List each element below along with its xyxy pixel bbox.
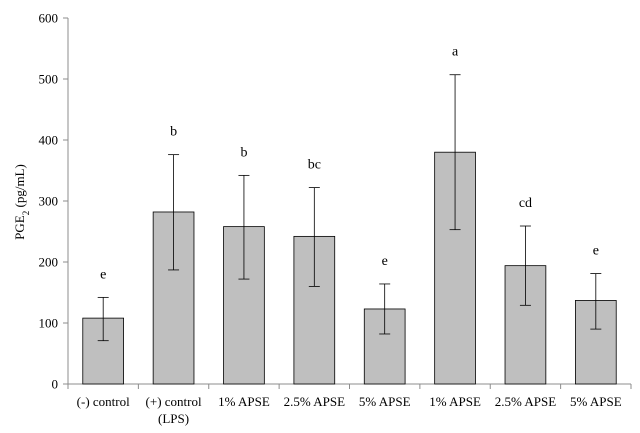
y-tick-label: 600	[39, 11, 59, 26]
significance-label: bc	[308, 158, 321, 173]
x-tick-label: (+) control (LPS)	[146, 394, 202, 426]
x-tick-label: 5% APSE	[570, 394, 622, 409]
y-axis: 0 100 200 300 400 500 600	[39, 11, 69, 392]
x-tick-label: 1% APSE	[429, 394, 481, 409]
y-axis-label-main: PGE	[12, 215, 27, 240]
y-axis-label-subscript: 2	[21, 211, 31, 216]
x-tick-label: 1% APSE	[218, 394, 270, 409]
significance-label: e	[100, 267, 106, 282]
significance-label: e	[593, 244, 599, 259]
x-tick-label: 5% APSE	[359, 394, 411, 409]
y-axis-label-unit: (pg/mL)	[12, 164, 27, 211]
significance-label: b	[240, 145, 247, 160]
error-bars	[97, 74, 602, 342]
y-axis-label: PGE2 (pg/mL)	[12, 164, 31, 240]
y-tick-label: 100	[39, 316, 59, 331]
x-axis: (-) control (+) control (LPS) 1% APSE 2.5% A…	[67, 383, 632, 426]
bars	[82, 151, 617, 385]
y-tick-label: 400	[39, 133, 59, 148]
y-tick-label: 300	[39, 194, 59, 209]
significance-label: cd	[519, 196, 532, 211]
y-tick-label: 0	[52, 377, 59, 392]
significance-labels: e b b bc e a cd e	[100, 45, 599, 283]
y-tick-label: 200	[39, 255, 59, 270]
x-tick-label: (-) control	[77, 394, 130, 409]
x-tick-label: 2.5% APSE	[284, 394, 345, 409]
significance-label: e	[382, 254, 388, 269]
significance-label: b	[170, 125, 177, 140]
significance-label: a	[452, 45, 459, 60]
x-tick-label: 2.5% APSE	[495, 394, 556, 409]
y-tick-label: 500	[39, 72, 59, 87]
